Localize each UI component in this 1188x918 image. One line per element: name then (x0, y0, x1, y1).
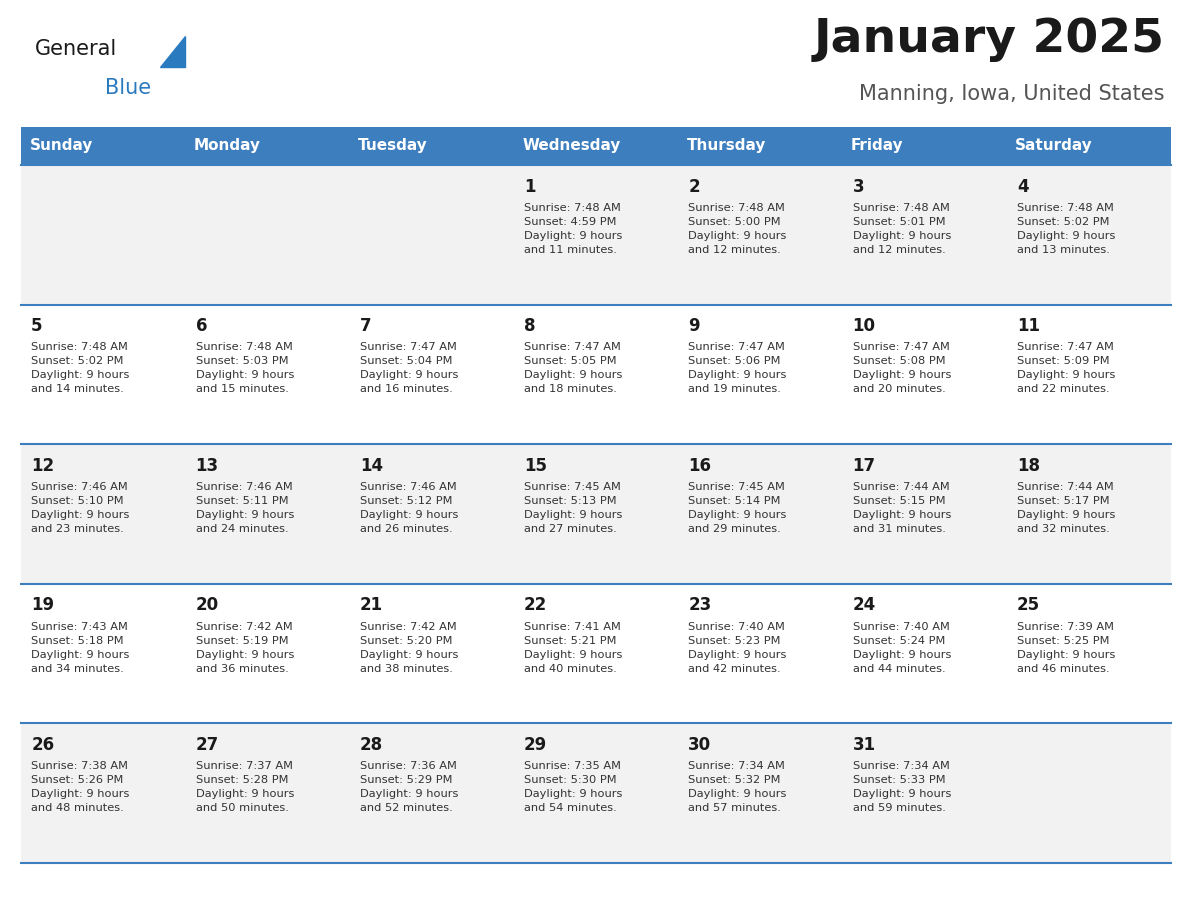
Text: 27: 27 (196, 736, 219, 754)
Text: Friday: Friday (851, 139, 904, 153)
Text: 15: 15 (524, 457, 548, 475)
Text: Sunrise: 7:46 AM
Sunset: 5:12 PM
Daylight: 9 hours
and 26 minutes.: Sunrise: 7:46 AM Sunset: 5:12 PM Dayligh… (360, 482, 459, 534)
Text: Sunrise: 7:40 AM
Sunset: 5:23 PM
Daylight: 9 hours
and 42 minutes.: Sunrise: 7:40 AM Sunset: 5:23 PM Dayligh… (688, 621, 786, 674)
Text: 11: 11 (1017, 318, 1040, 335)
Text: Sunday: Sunday (30, 139, 93, 153)
Text: Sunrise: 7:39 AM
Sunset: 5:25 PM
Daylight: 9 hours
and 46 minutes.: Sunrise: 7:39 AM Sunset: 5:25 PM Dayligh… (1017, 621, 1116, 674)
Text: 12: 12 (31, 457, 55, 475)
Text: 25: 25 (1017, 597, 1040, 614)
Text: 19: 19 (31, 597, 55, 614)
Text: General: General (34, 39, 116, 59)
Text: Sunrise: 7:43 AM
Sunset: 5:18 PM
Daylight: 9 hours
and 34 minutes.: Sunrise: 7:43 AM Sunset: 5:18 PM Dayligh… (31, 621, 129, 674)
Text: 13: 13 (196, 457, 219, 475)
Text: Sunrise: 7:41 AM
Sunset: 5:21 PM
Daylight: 9 hours
and 40 minutes.: Sunrise: 7:41 AM Sunset: 5:21 PM Dayligh… (524, 621, 623, 674)
Text: 1: 1 (524, 178, 536, 196)
Text: Sunrise: 7:48 AM
Sunset: 4:59 PM
Daylight: 9 hours
and 11 minutes.: Sunrise: 7:48 AM Sunset: 4:59 PM Dayligh… (524, 203, 623, 255)
Text: Sunrise: 7:48 AM
Sunset: 5:03 PM
Daylight: 9 hours
and 15 minutes.: Sunrise: 7:48 AM Sunset: 5:03 PM Dayligh… (196, 342, 293, 395)
Text: 23: 23 (688, 597, 712, 614)
Text: Manning, Iowa, United States: Manning, Iowa, United States (859, 84, 1164, 104)
Text: Tuesday: Tuesday (358, 139, 428, 153)
Text: Sunrise: 7:45 AM
Sunset: 5:14 PM
Daylight: 9 hours
and 29 minutes.: Sunrise: 7:45 AM Sunset: 5:14 PM Dayligh… (688, 482, 786, 534)
Text: Sunrise: 7:48 AM
Sunset: 5:02 PM
Daylight: 9 hours
and 14 minutes.: Sunrise: 7:48 AM Sunset: 5:02 PM Dayligh… (31, 342, 129, 395)
Text: Sunrise: 7:36 AM
Sunset: 5:29 PM
Daylight: 9 hours
and 52 minutes.: Sunrise: 7:36 AM Sunset: 5:29 PM Dayligh… (360, 761, 459, 813)
Text: Sunrise: 7:34 AM
Sunset: 5:32 PM
Daylight: 9 hours
and 57 minutes.: Sunrise: 7:34 AM Sunset: 5:32 PM Dayligh… (688, 761, 786, 813)
Text: Sunrise: 7:42 AM
Sunset: 5:19 PM
Daylight: 9 hours
and 36 minutes.: Sunrise: 7:42 AM Sunset: 5:19 PM Dayligh… (196, 621, 293, 674)
Text: 30: 30 (688, 736, 712, 754)
Text: 5: 5 (31, 318, 43, 335)
Text: 2: 2 (688, 178, 700, 196)
Text: 16: 16 (688, 457, 712, 475)
Text: 14: 14 (360, 457, 383, 475)
Text: Sunrise: 7:46 AM
Sunset: 5:11 PM
Daylight: 9 hours
and 24 minutes.: Sunrise: 7:46 AM Sunset: 5:11 PM Dayligh… (196, 482, 293, 534)
Text: Sunrise: 7:46 AM
Sunset: 5:10 PM
Daylight: 9 hours
and 23 minutes.: Sunrise: 7:46 AM Sunset: 5:10 PM Dayligh… (31, 482, 129, 534)
Text: 18: 18 (1017, 457, 1040, 475)
Text: Sunrise: 7:44 AM
Sunset: 5:17 PM
Daylight: 9 hours
and 32 minutes.: Sunrise: 7:44 AM Sunset: 5:17 PM Dayligh… (1017, 482, 1116, 534)
Text: 10: 10 (853, 318, 876, 335)
Polygon shape (159, 36, 185, 67)
Text: 6: 6 (196, 318, 207, 335)
Text: Thursday: Thursday (687, 139, 766, 153)
Text: Sunrise: 7:47 AM
Sunset: 5:09 PM
Daylight: 9 hours
and 22 minutes.: Sunrise: 7:47 AM Sunset: 5:09 PM Dayligh… (1017, 342, 1116, 395)
Text: Sunrise: 7:37 AM
Sunset: 5:28 PM
Daylight: 9 hours
and 50 minutes.: Sunrise: 7:37 AM Sunset: 5:28 PM Dayligh… (196, 761, 293, 813)
Text: Sunrise: 7:47 AM
Sunset: 5:04 PM
Daylight: 9 hours
and 16 minutes.: Sunrise: 7:47 AM Sunset: 5:04 PM Dayligh… (360, 342, 459, 395)
Text: Monday: Monday (194, 139, 261, 153)
Text: Wednesday: Wednesday (523, 139, 621, 153)
Text: Sunrise: 7:48 AM
Sunset: 5:01 PM
Daylight: 9 hours
and 12 minutes.: Sunrise: 7:48 AM Sunset: 5:01 PM Dayligh… (853, 203, 952, 255)
Text: Sunrise: 7:48 AM
Sunset: 5:00 PM
Daylight: 9 hours
and 12 minutes.: Sunrise: 7:48 AM Sunset: 5:00 PM Dayligh… (688, 203, 786, 255)
Text: January 2025: January 2025 (814, 17, 1164, 62)
Text: Sunrise: 7:42 AM
Sunset: 5:20 PM
Daylight: 9 hours
and 38 minutes.: Sunrise: 7:42 AM Sunset: 5:20 PM Dayligh… (360, 621, 459, 674)
Text: Sunrise: 7:44 AM
Sunset: 5:15 PM
Daylight: 9 hours
and 31 minutes.: Sunrise: 7:44 AM Sunset: 5:15 PM Dayligh… (853, 482, 952, 534)
Text: 8: 8 (524, 318, 536, 335)
Text: Sunrise: 7:47 AM
Sunset: 5:06 PM
Daylight: 9 hours
and 19 minutes.: Sunrise: 7:47 AM Sunset: 5:06 PM Dayligh… (688, 342, 786, 395)
Text: 21: 21 (360, 597, 383, 614)
Text: Sunrise: 7:38 AM
Sunset: 5:26 PM
Daylight: 9 hours
and 48 minutes.: Sunrise: 7:38 AM Sunset: 5:26 PM Dayligh… (31, 761, 129, 813)
Text: Sunrise: 7:48 AM
Sunset: 5:02 PM
Daylight: 9 hours
and 13 minutes.: Sunrise: 7:48 AM Sunset: 5:02 PM Dayligh… (1017, 203, 1116, 255)
Text: Blue: Blue (105, 78, 151, 97)
Text: 31: 31 (853, 736, 876, 754)
Text: 20: 20 (196, 597, 219, 614)
Text: 9: 9 (688, 318, 700, 335)
Text: Sunrise: 7:45 AM
Sunset: 5:13 PM
Daylight: 9 hours
and 27 minutes.: Sunrise: 7:45 AM Sunset: 5:13 PM Dayligh… (524, 482, 623, 534)
Text: Sunrise: 7:35 AM
Sunset: 5:30 PM
Daylight: 9 hours
and 54 minutes.: Sunrise: 7:35 AM Sunset: 5:30 PM Dayligh… (524, 761, 623, 813)
Text: 24: 24 (853, 597, 876, 614)
Text: 3: 3 (853, 178, 865, 196)
Text: 17: 17 (853, 457, 876, 475)
Text: 29: 29 (524, 736, 548, 754)
Text: Saturday: Saturday (1016, 139, 1093, 153)
Text: Sunrise: 7:47 AM
Sunset: 5:08 PM
Daylight: 9 hours
and 20 minutes.: Sunrise: 7:47 AM Sunset: 5:08 PM Dayligh… (853, 342, 952, 395)
Text: 26: 26 (31, 736, 55, 754)
Text: Sunrise: 7:40 AM
Sunset: 5:24 PM
Daylight: 9 hours
and 44 minutes.: Sunrise: 7:40 AM Sunset: 5:24 PM Dayligh… (853, 621, 952, 674)
Text: 22: 22 (524, 597, 548, 614)
Text: 7: 7 (360, 318, 372, 335)
Text: Sunrise: 7:47 AM
Sunset: 5:05 PM
Daylight: 9 hours
and 18 minutes.: Sunrise: 7:47 AM Sunset: 5:05 PM Dayligh… (524, 342, 623, 395)
Text: Sunrise: 7:34 AM
Sunset: 5:33 PM
Daylight: 9 hours
and 59 minutes.: Sunrise: 7:34 AM Sunset: 5:33 PM Dayligh… (853, 761, 952, 813)
Text: 4: 4 (1017, 178, 1029, 196)
Text: 28: 28 (360, 736, 383, 754)
